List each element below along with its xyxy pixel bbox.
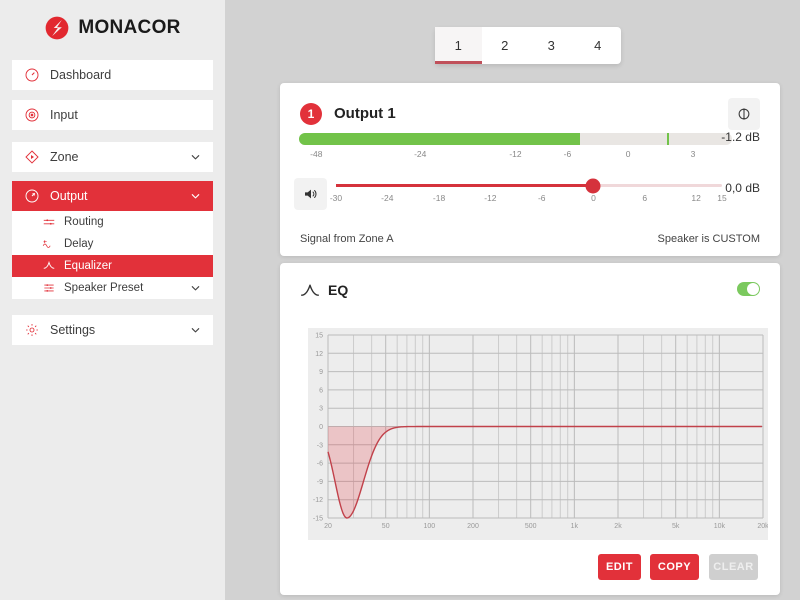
svg-text:50: 50 [382, 523, 390, 530]
svg-text:-6: -6 [317, 461, 323, 468]
svg-text:5k: 5k [672, 523, 680, 530]
svg-text:3: 3 [319, 406, 323, 413]
svg-text:10k: 10k [714, 523, 726, 530]
svg-text:12: 12 [315, 351, 323, 358]
svg-text:-12: -12 [313, 497, 323, 504]
svg-text:9: 9 [319, 369, 323, 376]
svg-text:2k: 2k [614, 523, 622, 530]
svg-text:15: 15 [315, 333, 323, 340]
svg-text:1k: 1k [571, 523, 579, 530]
svg-text:-9: -9 [317, 479, 323, 486]
svg-text:-15: -15 [313, 516, 323, 523]
svg-text:20: 20 [324, 523, 332, 530]
svg-text:200: 200 [467, 523, 479, 530]
svg-text:0: 0 [319, 424, 323, 431]
svg-text:-3: -3 [317, 442, 323, 449]
svg-text:100: 100 [424, 523, 436, 530]
svg-text:6: 6 [319, 387, 323, 394]
svg-text:20k: 20k [757, 523, 768, 530]
svg-text:500: 500 [525, 523, 537, 530]
